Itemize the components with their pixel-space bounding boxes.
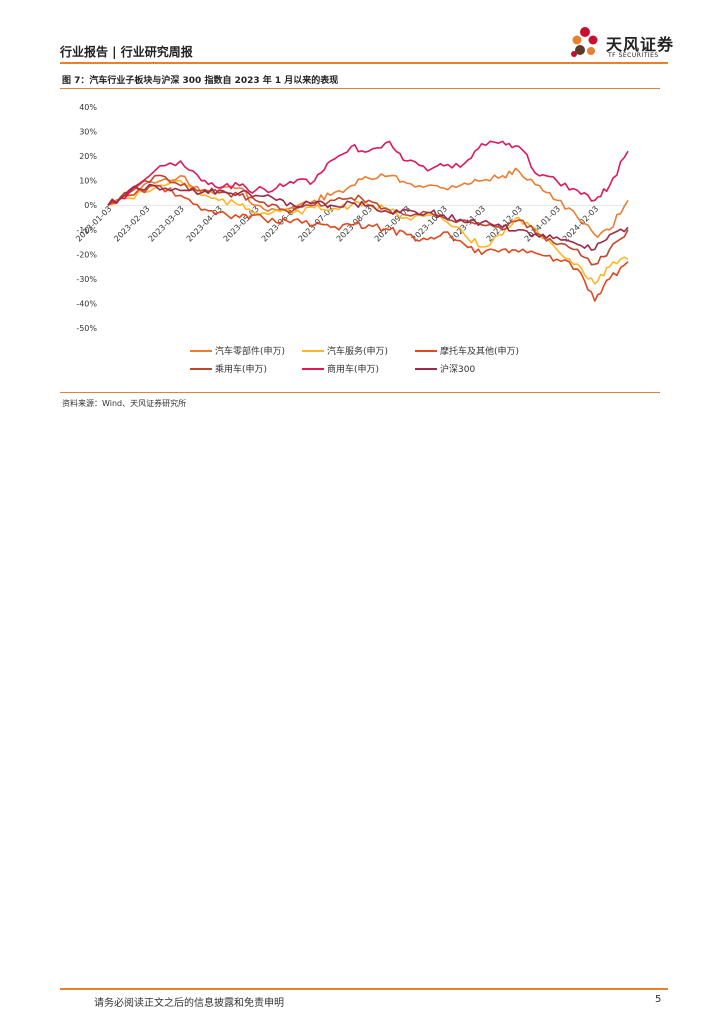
x-tick-label: 2023-03-03: [147, 204, 186, 243]
tf-securities-logo-icon: [571, 27, 598, 57]
legend-label: 汽车服务(申万): [327, 345, 388, 357]
footer-disclaimer: 请务必阅读正文之后的信息披露和免责申明: [94, 998, 284, 1009]
legend-label: 商用车(申万): [327, 363, 379, 375]
y-tick-label: 20%: [79, 152, 97, 161]
x-axis-ticks: 2023-01-032023-02-032023-03-032023-04-03…: [74, 204, 600, 243]
series-line: [107, 140, 629, 206]
source-divider: [60, 392, 660, 393]
series-line: [107, 183, 629, 251]
series-line: [107, 184, 629, 302]
data-source-note: 资料来源：Wind、天风证券研究所: [62, 399, 187, 408]
y-axis-ticks: 40% 30% 20% 10% 0% -10% -20% -30% -40% -50%: [76, 103, 97, 333]
logo-subtitle: TF SECURITIES: [608, 52, 659, 59]
y-tick-label: -50%: [76, 324, 97, 333]
y-tick-label: 40%: [79, 103, 97, 112]
figure-title-divider: [60, 88, 660, 89]
legend-label: 沪深300: [440, 363, 475, 375]
series-line: [107, 179, 629, 285]
page-number: 5: [655, 994, 662, 1005]
legend-label: 汽车零部件(申万): [215, 345, 285, 357]
legend-label: 摩托车及其他(申万): [440, 345, 519, 357]
series-lines: [107, 140, 629, 302]
x-tick-label: 2024-02-03: [561, 204, 600, 243]
report-header-title: 行业报告 | 行业研究周报: [60, 45, 193, 59]
logo-name: 天风证券: [606, 35, 675, 54]
figure-title: 图 7：汽车行业子板块与沪深 300 指数自 2023 年 1 月以来的表现: [62, 76, 339, 86]
y-tick-label: 30%: [79, 128, 97, 137]
y-tick-label: 10%: [79, 177, 97, 186]
series-line: [107, 167, 629, 238]
performance-line-chart: 40% 30% 20% 10% 0% -10% -20% -30% -40% -50% 2023-…: [74, 103, 629, 375]
y-tick-label: -40%: [76, 299, 97, 308]
header-divider: [60, 62, 668, 64]
y-tick-label: -10%: [76, 226, 97, 235]
x-tick-label: 2023-05-03: [222, 204, 261, 243]
footer-divider: [60, 988, 668, 990]
y-tick-label: -30%: [76, 275, 97, 284]
legend-label: 乘用车(申万): [215, 363, 267, 375]
chart-legend: 汽车零部件(申万) 汽车服务(申万) 摩托车及其他(申万) 乘用车(申万) 商用车(申万…: [190, 345, 519, 375]
y-tick-label: 0%: [84, 201, 97, 210]
x-tick-label: 2023-02-03: [112, 204, 151, 243]
y-tick-label: -20%: [76, 250, 97, 259]
